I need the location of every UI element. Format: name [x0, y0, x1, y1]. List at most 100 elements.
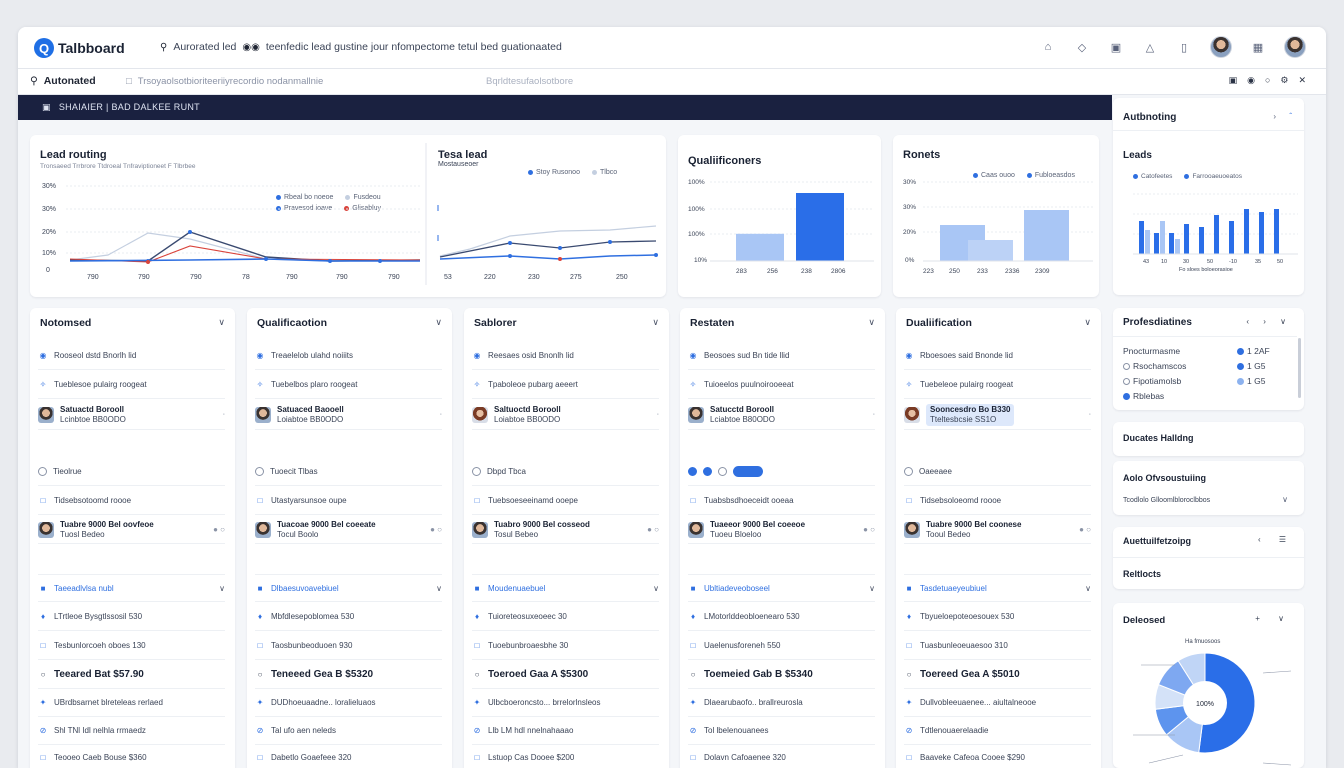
list-item[interactable]: ✦ Dlaearubaofo.. brallreurosla [688, 689, 875, 717]
list-item[interactable]: ✧ Tuebelbos plaro roogeat [255, 371, 442, 399]
list-item[interactable]: □ Tidsebsoloeomd roooe [904, 487, 1091, 515]
navbar-label[interactable]: SHAIAIER | BAD DALKEE RUNT [58, 102, 200, 112]
link-icon[interactable]: ○ [1264, 75, 1271, 85]
row-menu-icon[interactable]: ⋅ [222, 410, 225, 419]
person-row[interactable]: Satuaced Baooell Loiabtoe BB0ODO ⋅ [255, 400, 442, 430]
list-item[interactable]: □ Tuabsbsdhoeceidt ooeaa [688, 487, 875, 515]
list-item[interactable]: ⊘ Llb LM hdl nnelnahaaao [472, 717, 659, 745]
list-item[interactable]: □ Tuasbunleoeuaesoo 310 [904, 632, 1091, 660]
share-icon[interactable]: ◉ [1247, 75, 1255, 85]
radio[interactable] [472, 467, 481, 476]
bell-icon[interactable]: △ [1145, 41, 1155, 54]
chevron-down-icon[interactable]: ∨ [435, 317, 442, 327]
option-row[interactable] [688, 458, 875, 486]
tag-icon[interactable]: ◇ [1077, 41, 1087, 54]
user-avatar[interactable] [1284, 36, 1306, 58]
list-item[interactable]: ◉ Reesaes osid Bnonlh lid [472, 342, 659, 370]
ducates-panel[interactable]: Ducates Halldng [1113, 422, 1304, 456]
search-icon[interactable]: ⚲ [160, 41, 168, 53]
list-item[interactable]: ♦ LTrtleoe Bysgtlssosil 530 [38, 603, 225, 631]
list-item[interactable]: □ Teooeo Caeb Bouse $360 [38, 744, 225, 768]
section-row[interactable]: ■ Ubltiadeveoboseel ∨ [688, 574, 875, 602]
list-item[interactable]: ⊘ Shl TNl Idl nelhla rrmaedz [38, 717, 225, 745]
scrollbar[interactable] [1298, 338, 1301, 398]
row-menu-icon[interactable]: ⋅ [1088, 410, 1091, 419]
close-icon[interactable]: ✕ [1298, 75, 1306, 85]
subbar-tab-secondary[interactable]: Bqrldtesufaolsotbore [486, 76, 574, 87]
list-item[interactable]: □ Uaelenusforeneh 550 [688, 632, 875, 660]
inbox-icon[interactable]: ▣ [1110, 41, 1122, 54]
avatar[interactable] [1210, 36, 1232, 58]
person-row[interactable]: Satucctd Borooll Lciabtoe B80ODO ⋅ [688, 400, 875, 430]
chevron-down-icon[interactable]: ∨ [653, 583, 659, 593]
list-item[interactable]: ♦ LMotorlddeobloenearo 530 [688, 603, 875, 631]
list-item[interactable]: ✧ Tuebeleoe pulairg roogeat [904, 371, 1091, 399]
amount-row[interactable]: ○ Teeared Bat $57.90 [38, 661, 225, 689]
row-menu-icon[interactable]: ● ○ [863, 525, 875, 534]
search-area[interactable]: ⚲ Autonated [30, 75, 96, 87]
building-icon[interactable]: ⌂ [1044, 41, 1052, 53]
person-row[interactable]: Saltuoctd Borooll Loiabtoe BB0ODO ⋅ [472, 400, 659, 430]
list-item[interactable]: ⊘ Tol lbelenouanees [688, 717, 875, 745]
settings-icon[interactable]: ⚙ [1280, 75, 1289, 85]
chevron-right-icon[interactable]: › [1273, 112, 1276, 121]
chevron-down-icon[interactable]: ∨ [652, 317, 659, 327]
person-row[interactable]: Sooncesdro Bo B330 Tteltesbcsie SS1O ⋅ [904, 400, 1091, 430]
panel-title[interactable]: Reltlocts [1123, 569, 1162, 579]
option-row[interactable]: Oaeeaee [904, 458, 1091, 486]
list-item[interactable]: ◉ Treaelelob ulahd noiiits [255, 342, 442, 370]
row-menu-icon[interactable]: ⋅ [439, 410, 442, 419]
person-row[interactable]: Tuabre 9000 Bel coonese Tooul Bedeo ● ○ [904, 516, 1091, 544]
subbar-tab[interactable]: □ Trsoyaolsotbioriteeriiyrecordio nodanm… [126, 76, 323, 87]
section-row[interactable]: ■ Dlbaesuvoavebiuel ∨ [255, 574, 442, 602]
chevron-down-icon[interactable]: ∨ [868, 317, 875, 327]
panel-controls[interactable]: + ∨ [1255, 614, 1292, 623]
panel-item[interactable]: Fipotiamolsb [1123, 376, 1181, 386]
list-item[interactable]: ◉ Beosoes sud Bn tide llid [688, 342, 875, 370]
list-item[interactable]: ✧ Tueblesoe pulairg roogeat [38, 371, 225, 399]
chevron-down-icon[interactable]: ∨ [436, 583, 442, 593]
section-row[interactable]: ■ Tasdetuaeyeubiuel ∨ [904, 574, 1091, 602]
toggle-switch[interactable] [733, 466, 763, 477]
person-row[interactable]: Tuaeeor 9000 Bel coeeoe Tuoeu Bloeloo ● ○ [688, 516, 875, 544]
panel-controls[interactable]: ‹ › ∨ [1246, 317, 1292, 326]
list-item[interactable]: □ Taosbunbeoduoen 930 [255, 632, 442, 660]
list-item[interactable]: ♦ Tuioreteosuxeoeec 30 [472, 603, 659, 631]
amount-row[interactable]: ○ Teneeed Gea B $5320 [255, 661, 442, 689]
panel-subtitle[interactable]: Tcodlolo Glloomlbloroclbbos [1123, 497, 1211, 504]
row-menu-icon[interactable]: ⋅ [872, 410, 875, 419]
panel-controls[interactable]: ‹ ☰ [1257, 535, 1294, 544]
list-item[interactable]: ✦ Ulbcboeroncsto... brrelorlnsleos [472, 689, 659, 717]
list-item[interactable]: ✦ UBrdbsarnet blreteleas rerlaed [38, 689, 225, 717]
chevron-down-icon[interactable]: ∨ [1084, 317, 1091, 327]
list-item[interactable]: □ Tesbunlorcoeh oboes 130 [38, 632, 225, 660]
list-item[interactable]: □ Baaveke Cafeoa Cooee $290 [904, 744, 1091, 768]
app-logo[interactable]: Q Talbboard [34, 38, 125, 58]
list-item[interactable]: ◉ Rboesoes said Bnonde lid [904, 342, 1091, 370]
amount-row[interactable]: ○ Toeroed Gaa A $5300 [472, 661, 659, 689]
breadcrumb-item[interactable]: Aurorated led [173, 41, 237, 53]
section-row[interactable]: ■ Moudenuaebuel ∨ [472, 574, 659, 602]
apps-icon[interactable]: ▦ [1252, 41, 1264, 54]
list-item[interactable]: □ Tuoebunbroaesbhe 30 [472, 632, 659, 660]
person-row[interactable]: Tuacoae 9000 Bel coeeate Tocul Boolo ● ○ [255, 516, 442, 544]
row-menu-icon[interactable]: ● ○ [647, 525, 659, 534]
radio[interactable] [255, 467, 264, 476]
list-item[interactable]: □ Utastyarsunsoe oupe [255, 487, 442, 515]
row-menu-icon[interactable]: ● ○ [213, 525, 225, 534]
chevron-down-icon[interactable]: ∨ [1085, 583, 1091, 593]
list-item[interactable]: ✦ DUDhoeuaadne.. loralieluaos [255, 689, 442, 717]
option-row[interactable]: Tieolrue [38, 458, 225, 486]
chevron-down-icon[interactable]: ∨ [218, 317, 225, 327]
list-item[interactable]: ✧ Tpaboleoe pubarg aeeert [472, 371, 659, 399]
chevron-down-icon[interactable]: ∨ [219, 583, 225, 593]
list-item[interactable]: □ Lstuop Cas Dooee $200 [472, 744, 659, 768]
list-item[interactable]: □ Dolavn Cafoaenee 320 [688, 744, 875, 768]
list-item[interactable]: ✦ Dullvobleeuaenee... aiultalneooe [904, 689, 1091, 717]
chevron-down-icon[interactable]: ∨ [869, 583, 875, 593]
list-item[interactable]: ♦ Mbfdlesepoblomea 530 [255, 603, 442, 631]
list-item[interactable]: ✧ Tuioeelos puulnoirooeeat [688, 371, 875, 399]
row-menu-icon[interactable]: ● ○ [1079, 525, 1091, 534]
row-menu-icon[interactable]: ⋅ [656, 410, 659, 419]
chevron-down-icon[interactable]: ∨ [1282, 495, 1288, 504]
